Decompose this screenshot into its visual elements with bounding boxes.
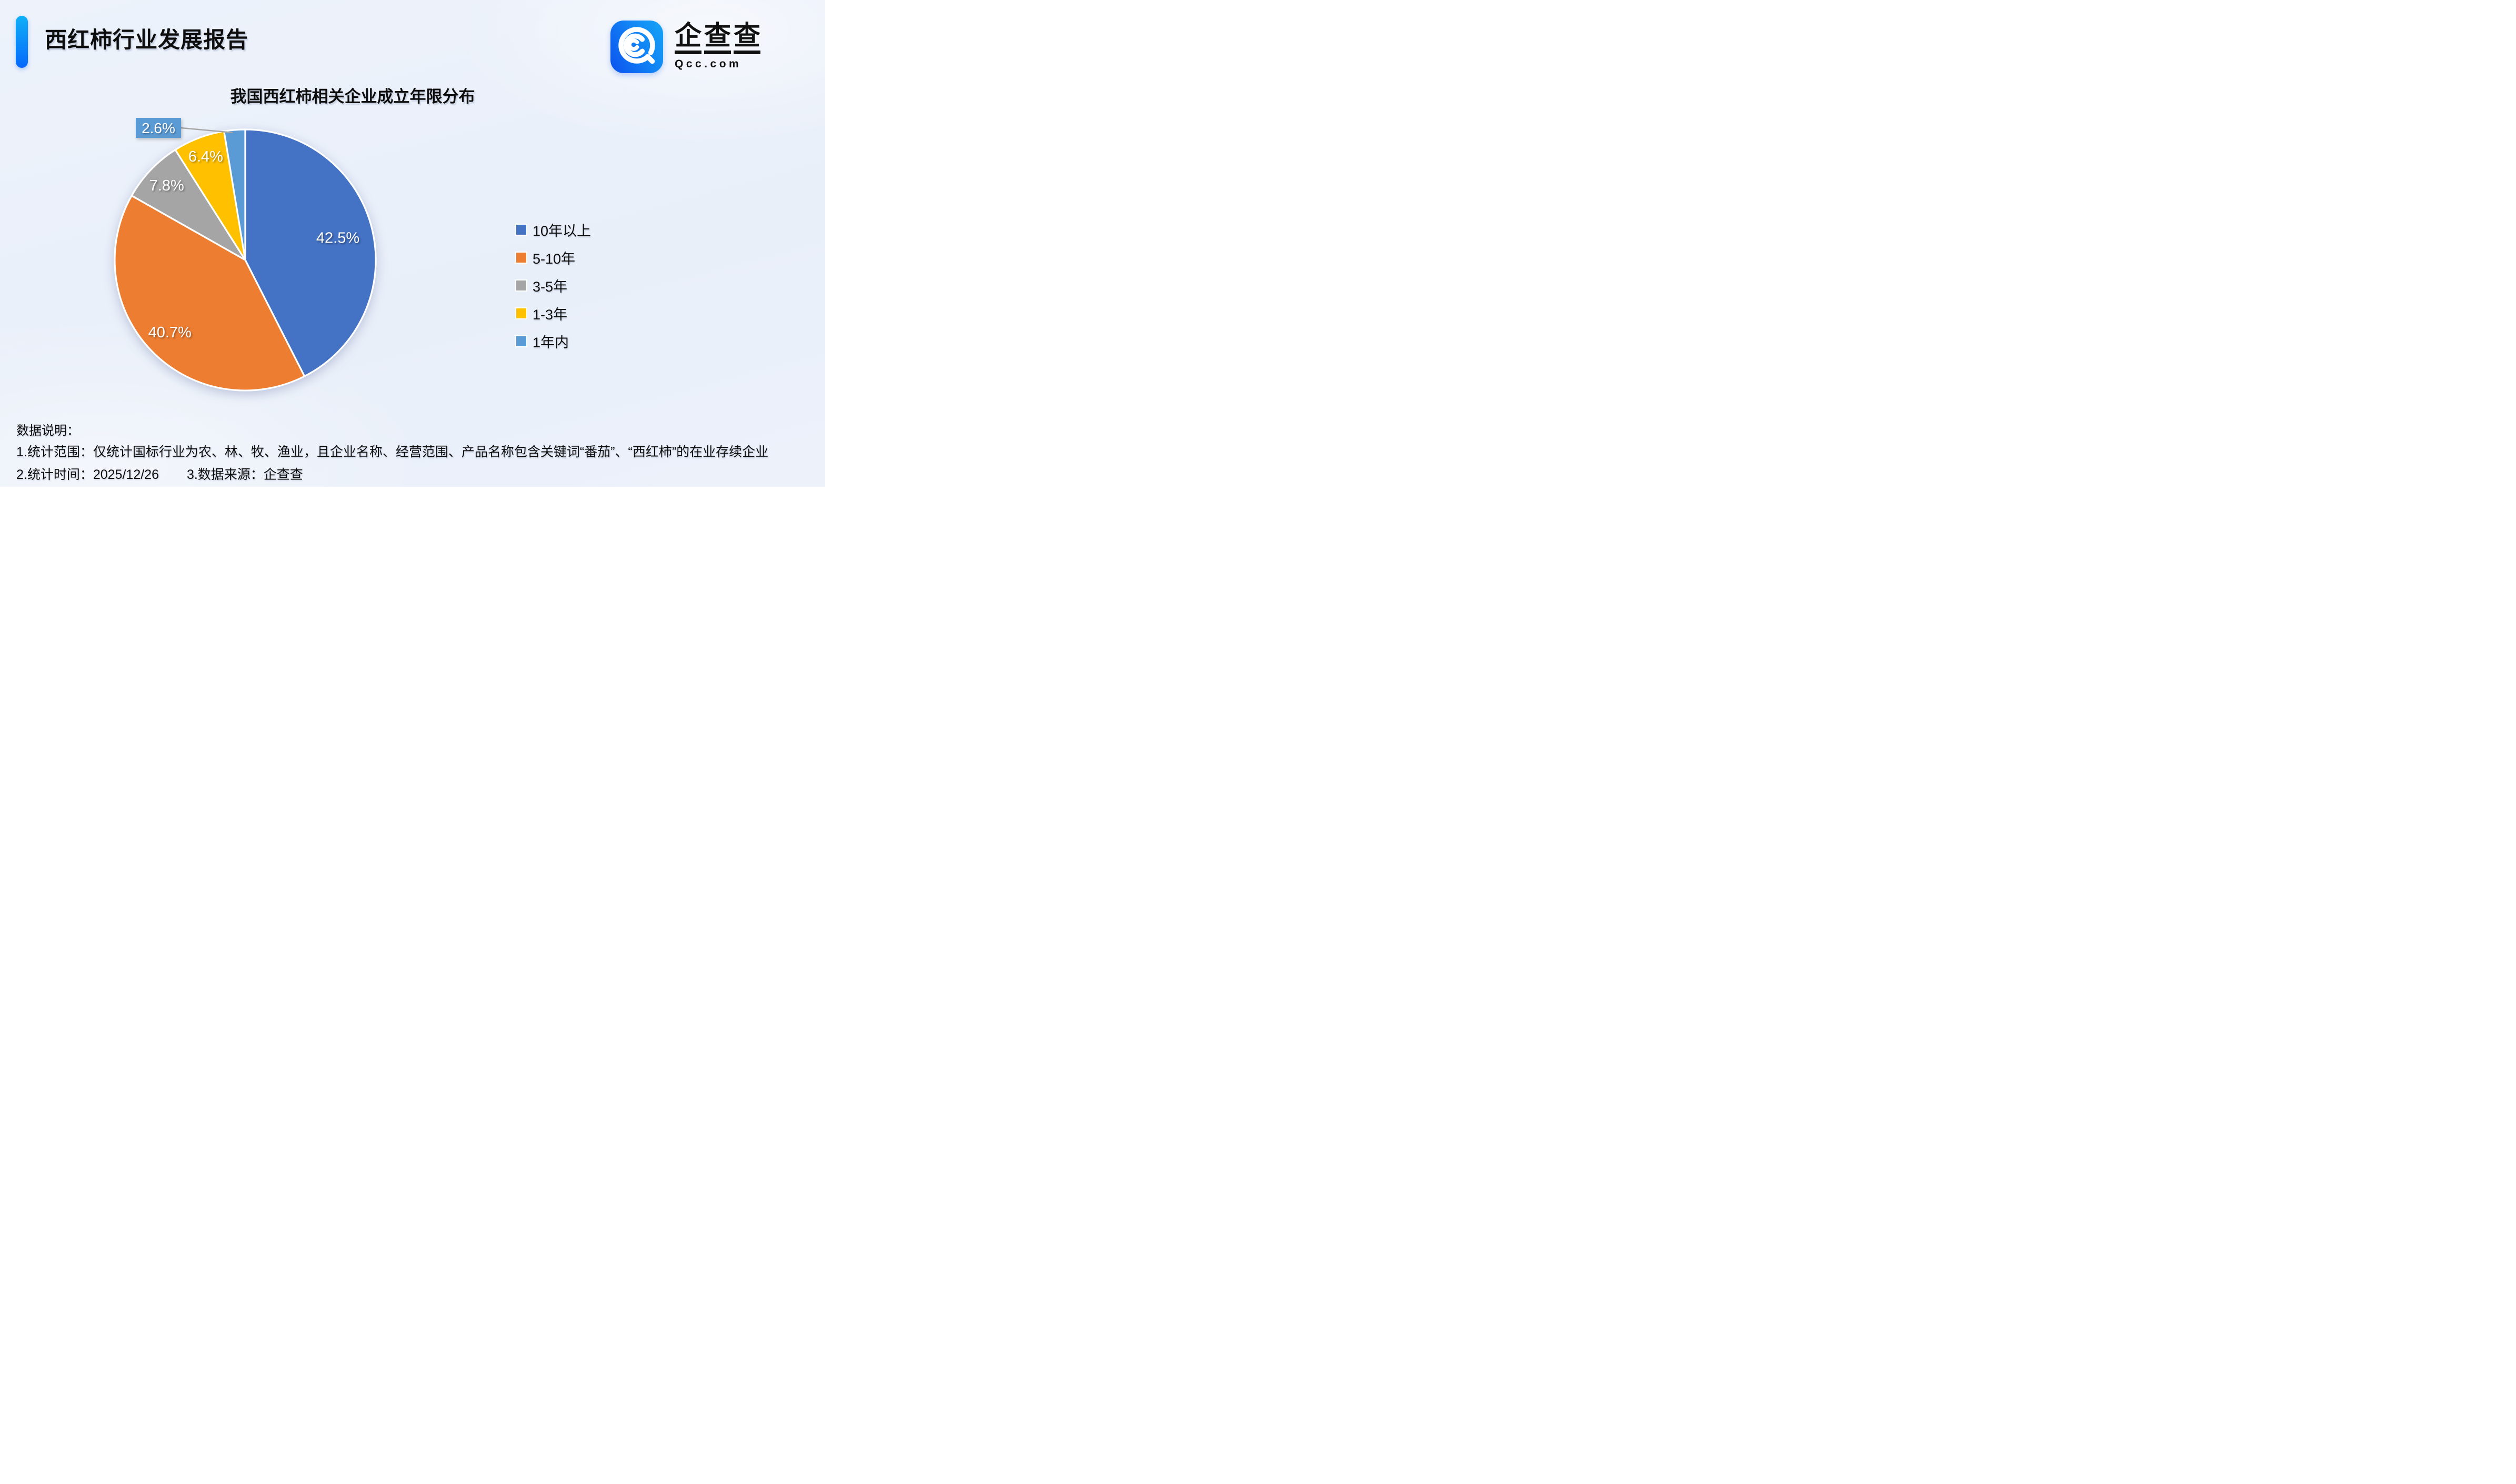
footer-note-3: 3.数据来源：企查查: [186, 467, 303, 482]
pie-callout-1年内: 2.6%: [136, 118, 233, 138]
legend-label: 1年内: [533, 335, 569, 350]
footer-note-1: 1.统计范围：仅统计国标行业为农、林、牧、渔业，且企业名称、经营范围、产品名称包…: [16, 445, 769, 459]
pie-slice-5-10年: [114, 195, 306, 392]
callout-leader-line: [181, 127, 233, 134]
pie-label-5-10年: 40.7%: [148, 324, 192, 341]
pie-label-3-5年: 7.8%: [149, 177, 184, 194]
report-title: 西红柿行业发展报告: [45, 27, 249, 52]
legend-label: 1-3年: [533, 307, 568, 323]
legend-marker: [516, 336, 526, 346]
footer-note-2: 2.统计时间：2025/12/26: [16, 467, 159, 482]
qcc-logo-textcol: 企查查 Qcc.com: [675, 21, 761, 73]
pie-label-1-3年: 6.4%: [188, 148, 223, 165]
qcc-magnifier-q-icon: [618, 27, 655, 64]
legend-marker: [516, 308, 526, 318]
qcc-logo: 企查查 Qcc.com: [610, 21, 761, 73]
legend-label: 3-5年: [533, 279, 568, 295]
pie-slice-3-5年: [131, 149, 246, 261]
legend-marker: [516, 280, 526, 290]
legend-item-5-10年: 5-10年: [516, 244, 591, 272]
qcc-logo-text: 企查查: [675, 22, 761, 55]
qcc-logo-char: 企: [675, 22, 702, 55]
chart-title: 我国西红柿相关企业成立年限分布: [230, 87, 475, 106]
legend-item-1-3年: 1-3年: [516, 299, 591, 327]
qcc-logo-char: 查: [704, 22, 731, 55]
callout-box: [136, 118, 181, 138]
footer-heading: 数据说明：: [16, 424, 79, 438]
title-accent-bar: [16, 16, 28, 68]
pie-label-1年内: 2.6%: [142, 120, 175, 136]
legend-marker: [516, 253, 526, 263]
legend-label: 5-10年: [533, 251, 576, 267]
infographic-page: 西红柿行业发展报告 企查查 Qcc.com 我国西红柿相关企业成立年限分布 42…: [0, 0, 825, 487]
legend-item-1年内: 1年内: [516, 327, 591, 355]
legend-marker: [516, 225, 526, 235]
qcc-logo-char: 查: [734, 22, 761, 55]
qcc-logo-domain: Qcc.com: [675, 58, 742, 71]
pie-label-10年以上: 42.5%: [316, 230, 359, 247]
legend-label: 10年以上: [533, 223, 592, 239]
qcc-logo-icon: [610, 21, 663, 73]
chart-legend: 10年以上 5-10年 3-5年 1-3年 1年内: [516, 216, 591, 355]
pie-slice-10年以上: [244, 128, 377, 377]
legend-item-10年以上: 10年以上: [516, 216, 591, 244]
footer-note-row: 2.统计时间：2025/12/26 3.数据来源：企查查: [16, 464, 303, 483]
legend-item-3-5年: 3-5年: [516, 272, 591, 299]
pie-chart: 42.5% 40.7% 7.8%6.4% 2.6%: [114, 118, 377, 392]
